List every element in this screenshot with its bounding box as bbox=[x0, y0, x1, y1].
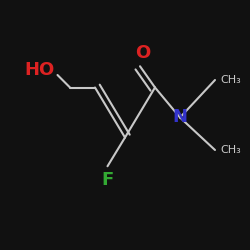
Text: N: N bbox=[172, 108, 188, 126]
Text: CH₃: CH₃ bbox=[220, 145, 241, 155]
Text: O: O bbox=[135, 44, 150, 62]
Text: HO: HO bbox=[25, 61, 55, 79]
Text: F: F bbox=[102, 171, 114, 189]
Text: CH₃: CH₃ bbox=[220, 75, 241, 85]
